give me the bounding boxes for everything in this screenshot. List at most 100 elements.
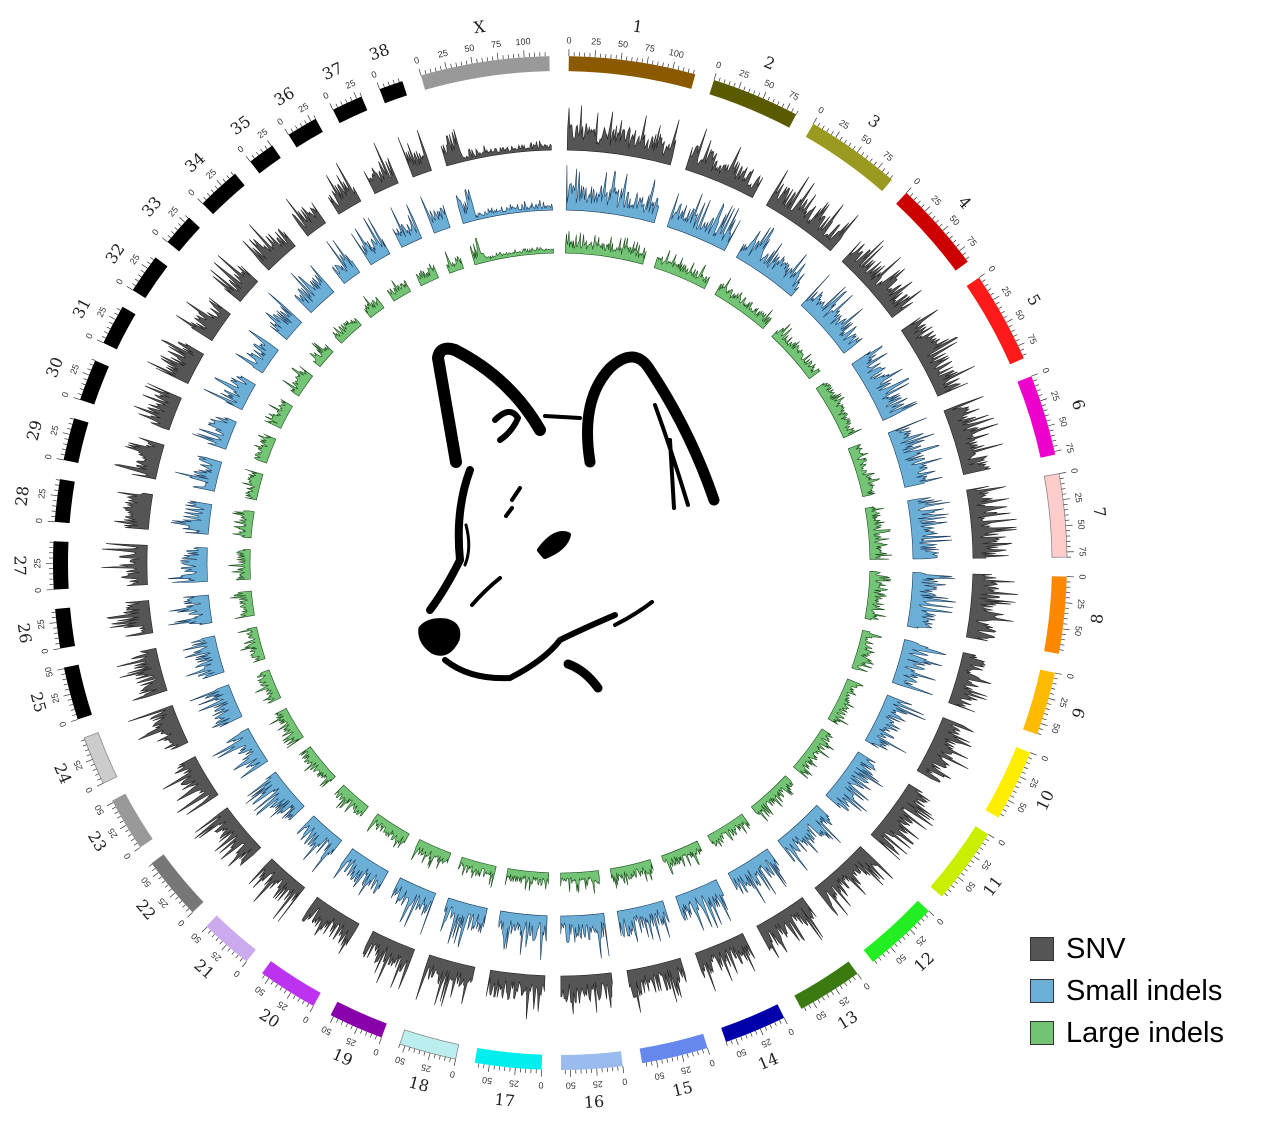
tick-label: 50 <box>93 803 107 817</box>
track-snv-chr-27 <box>101 543 148 587</box>
track-large-indels-chr-28 <box>232 510 255 539</box>
tick-mark <box>774 1022 777 1027</box>
tick-mark <box>62 678 67 681</box>
tick-mark <box>221 944 227 951</box>
tick-label: 25 <box>591 36 602 47</box>
tick-label: 75 <box>1077 546 1087 556</box>
tick-label: 50 <box>464 42 476 54</box>
track-large-indels-chr-34 <box>332 317 362 344</box>
tick-mark <box>345 1023 348 1028</box>
tick-mark <box>147 261 151 265</box>
track-snv-chr-23 <box>162 756 219 815</box>
chromosome-segment-34 <box>202 173 245 215</box>
tick-mark <box>942 225 949 231</box>
track-large-indels-chr-31 <box>264 399 293 429</box>
chromosome-label-29: 29 <box>23 418 46 442</box>
track-small-indels-chr-38 <box>420 196 451 234</box>
tick-mark <box>1017 342 1025 347</box>
tick-label: 50 <box>253 984 267 998</box>
tick-mark <box>465 60 468 65</box>
track-large-indels-chr-35 <box>363 295 385 319</box>
tick-label: 0 <box>996 838 1007 848</box>
track-large-indels-chr-20 <box>366 813 410 849</box>
tick-label: 0 <box>33 588 43 594</box>
tick-mark <box>1006 318 1013 323</box>
track-large-indels-chr-33 <box>309 342 334 368</box>
tick-label: 25 <box>36 488 47 499</box>
tick-mark <box>993 295 1000 300</box>
tick-mark <box>104 331 109 334</box>
tick-mark <box>1062 493 1067 495</box>
track-snv-chr-5 <box>900 309 975 397</box>
track-large-indels-chr-19 <box>410 839 452 869</box>
tick-label: 25 <box>592 1079 603 1090</box>
tick-label: 0 <box>372 1047 380 1058</box>
chromosome-ticks: 0 25 50 75 100025507502550750255075025507502… <box>32 35 1087 1090</box>
chromosome-segment-15 <box>639 1033 708 1064</box>
tick-mark <box>990 292 995 296</box>
tick-mark <box>340 1021 344 1025</box>
tick-mark <box>873 161 877 166</box>
track-small-indels-chr-31 <box>203 375 256 411</box>
chromosome-label-37: 37 <box>319 58 345 84</box>
tick-mark <box>1058 472 1067 474</box>
chromosome-label-1: 1 <box>631 16 644 36</box>
tick-label: 0 <box>122 851 133 861</box>
chromosome-segment-1 <box>568 56 696 89</box>
tick-mark <box>1052 439 1057 442</box>
tick-mark <box>831 991 834 995</box>
tick-mark <box>1045 708 1050 710</box>
chromosome-segment-32 <box>132 257 168 299</box>
tick-mark <box>514 1068 516 1076</box>
track-large-indels-chr-10 <box>827 678 864 726</box>
tick-mark <box>397 78 400 83</box>
chromosome-segment-31 <box>103 306 136 350</box>
track-snv-chr-18 <box>415 954 476 1007</box>
tick-mark <box>61 448 66 451</box>
track-snv-chr-12 <box>814 846 894 916</box>
tick-mark <box>434 67 437 72</box>
tick-label: 25 <box>1049 390 1062 403</box>
tick-mark <box>817 999 821 1004</box>
tick-mark <box>725 1041 728 1046</box>
tick-label: 50 <box>618 39 629 50</box>
tick-mark <box>1031 373 1038 377</box>
tick-mark <box>336 1018 339 1023</box>
legend-swatch-snv <box>1030 937 1054 961</box>
tick-label: 50 <box>763 78 776 91</box>
tick-label: 25 <box>760 1037 773 1050</box>
tick-mark <box>596 1068 598 1076</box>
tick-mark <box>63 693 71 697</box>
tick-mark <box>359 92 362 97</box>
tick-mark <box>177 223 182 227</box>
tick-label: 25 <box>1057 696 1069 708</box>
chromosome-segment-19 <box>330 1001 387 1038</box>
legend-item-large-indels: Large indels <box>1030 1012 1224 1054</box>
tick-mark <box>767 96 770 101</box>
tick-mark <box>231 951 235 955</box>
tick-mark <box>906 187 912 193</box>
tick-mark <box>772 98 775 103</box>
tick-mark <box>1051 687 1056 690</box>
track-large-indels-chr-26 <box>229 590 255 619</box>
tick-mark <box>109 315 116 320</box>
track-small-indels-chr-25 <box>182 635 225 680</box>
track-small-indels-chr-14 <box>675 879 732 931</box>
tick-mark <box>116 308 121 311</box>
tick-label: 0 <box>186 187 197 198</box>
chromosome-label-5: 5 <box>1023 291 1045 309</box>
tick-mark <box>47 520 55 523</box>
tick-mark <box>90 763 95 767</box>
tick-mark <box>73 397 81 401</box>
tick-mark <box>702 1049 704 1054</box>
tick-mark <box>973 855 980 861</box>
tick-mark <box>861 152 865 156</box>
tick-mark <box>63 683 68 686</box>
tick-mark <box>450 63 452 68</box>
tick-mark <box>360 1029 363 1034</box>
tick-mark <box>881 168 886 172</box>
tick-mark <box>299 122 303 127</box>
tick-mark <box>134 278 139 282</box>
chromosome-label-32: 32 <box>101 240 128 268</box>
tick-mark <box>848 979 852 984</box>
